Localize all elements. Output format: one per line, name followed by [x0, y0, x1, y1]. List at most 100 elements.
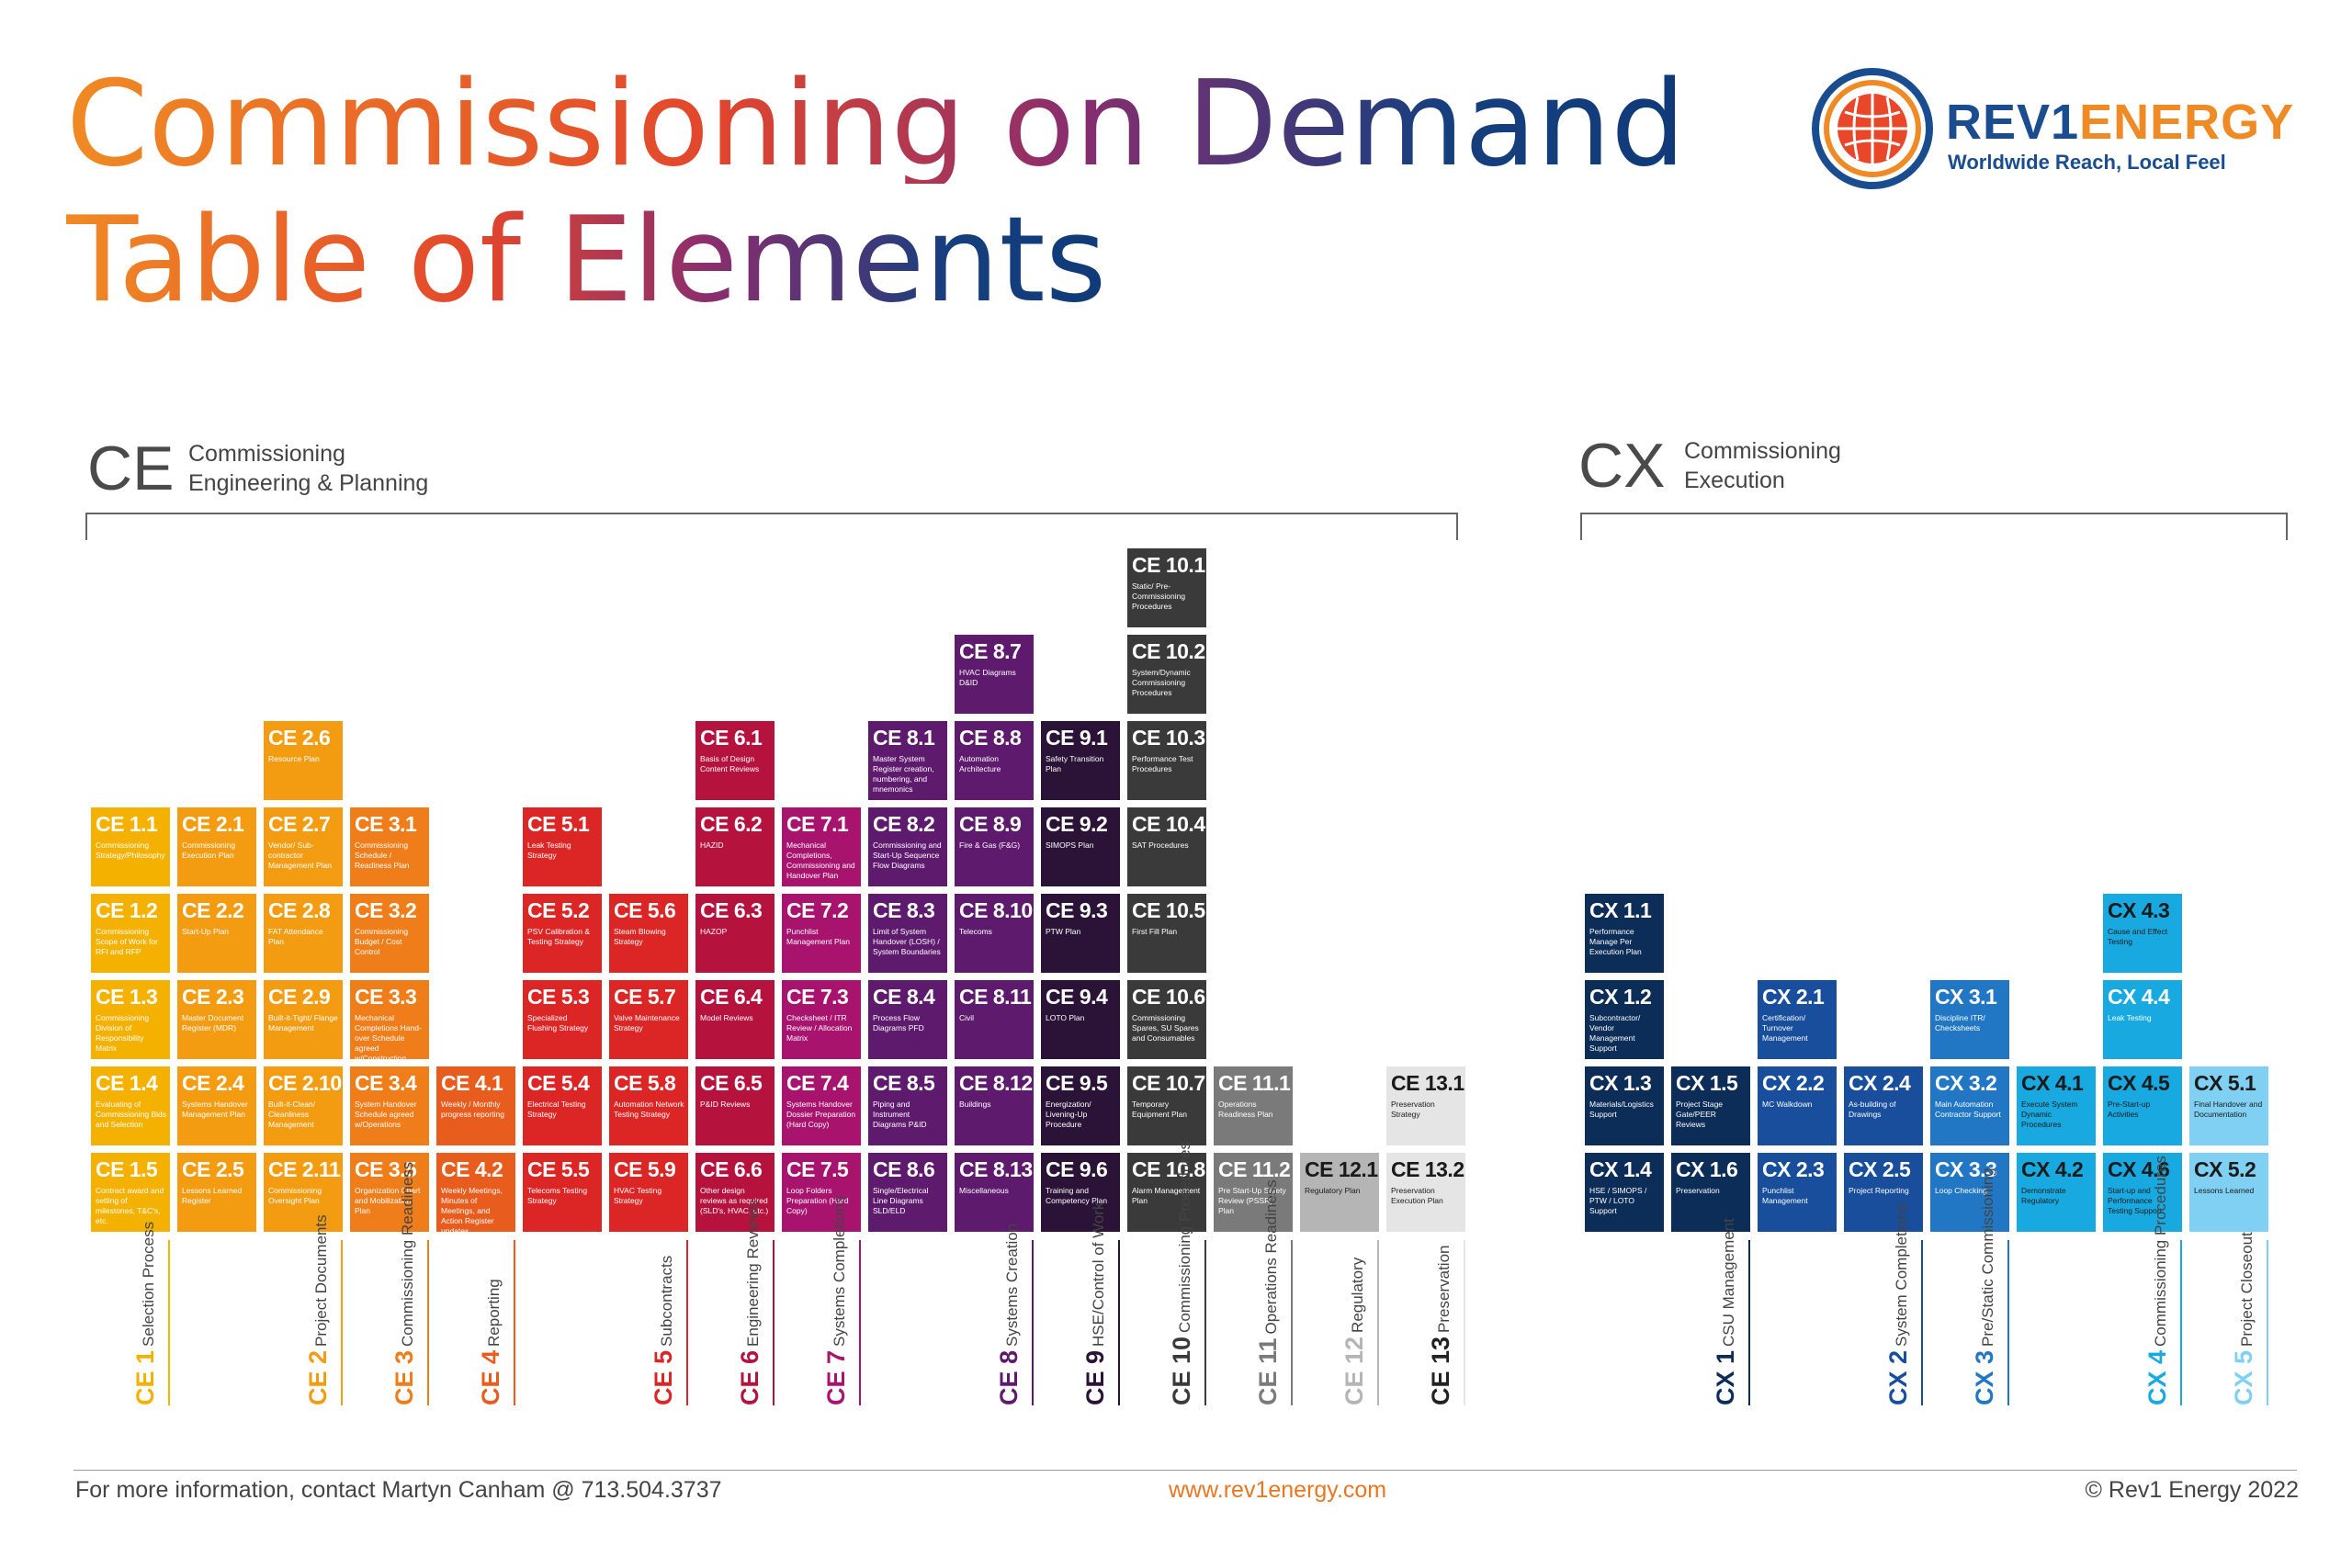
element-tile: CX 1.4 HSE / SIMOPS / PTW / LOTO Support — [1585, 1153, 1664, 1232]
element-description: Demonstrate Regulatory — [2021, 1186, 2066, 1205]
element-code: CE 12.1 — [1305, 1157, 1378, 1181]
element-tile: CE 6.4 Model Reviews — [695, 980, 775, 1059]
element-description: HAZOP — [700, 927, 728, 936]
element-code: CE 8.4 — [873, 985, 935, 1009]
category-code: CE 12 — [1340, 1336, 1368, 1405]
element-code: CE 5.2 — [527, 898, 590, 922]
element-description: Safety Transition Plan — [1046, 754, 1104, 773]
element-description: Pre Start-Up Safety Review (PSSR) Plan — [1218, 1186, 1286, 1215]
element-tile: CE 1.2 Commissioning Scope of Work for RF… — [91, 894, 170, 973]
element-description: Project Stage Gate/PEER Reviews — [1676, 1100, 1724, 1129]
element-code: CX 4.3 — [2108, 898, 2170, 922]
category-name: System Completions — [1893, 1203, 1910, 1347]
element-code: CE 2.11 — [268, 1157, 341, 1181]
element-tile: CE 10.8 Alarm Management Plan — [1127, 1153, 1206, 1232]
element-tile: CE 9.3 PTW Plan — [1041, 894, 1120, 973]
element-description: Commissioning Strategy/Philosophy — [96, 840, 165, 860]
element-description: Loop Folders Preparation (Hard Copy) — [786, 1186, 849, 1215]
category-name: CSU Management — [1720, 1218, 1737, 1347]
category-code: CE 11 — [1254, 1337, 1282, 1405]
element-tile: CE 7.2 Punchlist Management Plan — [782, 894, 861, 973]
ce-section-code: CE — [87, 434, 175, 503]
element-description: Commissioning Budget / Cost Control — [355, 927, 409, 956]
element-tile: CE 6.1 Basis of Design Content Reviews — [695, 721, 775, 800]
element-code: CE 10.5 — [1132, 898, 1205, 922]
category-code: CE 6 — [736, 1349, 763, 1405]
element-description: Certification/ Turnover Management — [1762, 1013, 1808, 1043]
element-description: Valve Maintenance Strategy — [614, 1013, 680, 1032]
element-code: CE 8.1 — [873, 726, 935, 750]
category-line — [2007, 1240, 2009, 1405]
element-description: Telecoms — [959, 927, 992, 936]
element-description: SAT Procedures — [1132, 840, 1189, 850]
element-tile: CE 13.1 Preservation Strategy — [1386, 1066, 1465, 1145]
category-line — [1032, 1240, 1034, 1405]
element-code: CE 8.13 — [959, 1157, 1033, 1181]
category-code: CE 9 — [1081, 1349, 1109, 1405]
element-description: Mechanical Completions Hand-over Schedul… — [355, 1013, 422, 1059]
element-code: CX 3.2 — [1935, 1071, 1997, 1095]
element-code: CX 2.5 — [1849, 1157, 1911, 1181]
element-tile: CX 5.2 Lessons Learned — [2189, 1153, 2268, 1232]
element-code: CX 2.3 — [1762, 1157, 1825, 1181]
element-description: System Handover Schedule agreed w/Operat… — [355, 1100, 417, 1129]
category-code: CE 5 — [650, 1349, 677, 1405]
element-tile: CX 4.6 Start-up and Performance Testing S… — [2103, 1153, 2182, 1232]
element-code: CE 7.3 — [786, 985, 849, 1009]
category-name: Commissioning Procedures — [2152, 1156, 2169, 1347]
element-description: Regulatory Plan — [1305, 1186, 1361, 1195]
element-description: Automation Network Testing Strategy — [614, 1100, 684, 1119]
element-code: CX 4.2 — [2021, 1157, 2084, 1181]
element-code: CE 8.5 — [873, 1071, 935, 1095]
element-tile: CE 2.5 Lessons Learned Register — [177, 1153, 256, 1232]
element-code: CX 4.1 — [2021, 1071, 2084, 1095]
category-code: CX 2 — [1884, 1349, 1912, 1405]
category-name: Systems Completions — [831, 1195, 848, 1347]
element-description: Commissioning Scope of Work for RFI and … — [96, 927, 158, 956]
element-tile: CE 6.3 HAZOP — [695, 894, 775, 973]
category-code: CE 4 — [477, 1349, 504, 1405]
element-tile: CE 3.3 Mechanical Completions Hand-over S… — [350, 980, 429, 1059]
ce-section-bracket — [85, 513, 1458, 540]
element-tile: CE 10.6 Commissioning Spares, SU Spares a… — [1127, 980, 1206, 1059]
element-description: Weekly Meetings, Minutes of Meetings, an… — [441, 1186, 503, 1232]
element-description: HAZID — [700, 840, 724, 850]
element-tile: CE 10.7 Temporary Equipment Plan — [1127, 1066, 1206, 1145]
element-code: CX 3.1 — [1935, 985, 1997, 1009]
category-name: Commissioning Readiness — [399, 1161, 416, 1347]
logo-tagline: Worldwide Reach, Local Feel — [1948, 151, 2226, 174]
element-code: CE 10.7 — [1132, 1071, 1205, 1095]
element-code: CE 13.1 — [1391, 1071, 1464, 1095]
element-description: Performance Manage Per Execution Plan — [1589, 927, 1642, 956]
element-code: CE 8.11 — [959, 985, 1032, 1009]
category-name: HSE/Control of Work — [1090, 1201, 1107, 1347]
category-code: CX 5 — [2230, 1349, 2257, 1405]
element-tile: CE 2.3 Master Document Register (MDR) — [177, 980, 256, 1059]
element-description: Project Reporting — [1849, 1186, 1909, 1195]
category-line — [773, 1240, 775, 1405]
element-tile: CX 4.2 Demonstrate Regulatory — [2017, 1153, 2096, 1232]
element-code: CE 10.4 — [1132, 812, 1205, 836]
element-description: Leak Testing — [2108, 1013, 2152, 1022]
element-tile: CE 7.3 Checksheet / ITR Review / Allocati… — [782, 980, 861, 1059]
element-tile: CE 2.8 FAT Attendance Plan — [264, 894, 343, 973]
element-tile: CE 10.3 Performance Test Procedures — [1127, 721, 1206, 800]
element-code: CE 5.1 — [527, 812, 590, 836]
element-description: P&ID Reviews — [700, 1100, 751, 1109]
category-label: CE 12 Regulatory — [1340, 1240, 1432, 1405]
footer-website-link[interactable]: www.rev1energy.com — [1169, 1477, 1387, 1503]
element-tile: CE 5.2 PSV Calibration & Testing Strategy — [523, 894, 602, 973]
element-code: CE 1.4 — [96, 1071, 158, 1095]
element-code: CX 4.4 — [2108, 985, 2170, 1009]
element-tile: CE 5.1 Leak Testing Strategy — [523, 807, 602, 886]
element-description: Preservation Strategy — [1391, 1100, 1435, 1119]
element-tile: CX 1.3 Materials/Logistics Support — [1585, 1066, 1664, 1145]
element-description: Leak Testing Strategy — [527, 840, 571, 860]
element-code: CE 6.1 — [700, 726, 763, 750]
category-label: CX 1 CSU Management — [1712, 1218, 1804, 1405]
logo-wordmark: REV1ENERGY — [1946, 95, 2295, 150]
element-code: CE 9.4 — [1046, 985, 1108, 1009]
footer-copyright: © Rev1 Energy 2022 — [2085, 1477, 2299, 1503]
element-tile: CE 2.10 Built-it-Clean/ Cleanliness Manag… — [264, 1066, 343, 1145]
category-code: CE 1 — [131, 1349, 159, 1405]
